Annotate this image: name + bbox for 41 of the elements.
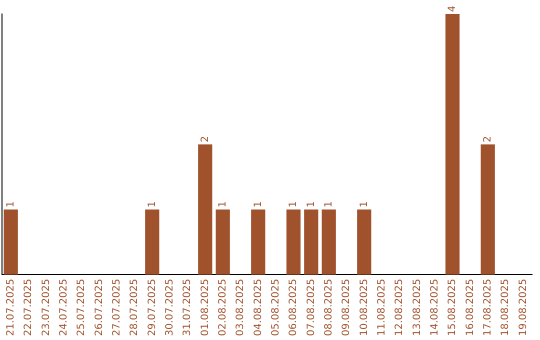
x-tick-label: 28.07.2025 [129, 278, 140, 336]
data-label: 1 [306, 201, 317, 208]
x-tick-label: 15.08.2025 [447, 278, 458, 336]
x-tick-label: 01.08.2025 [200, 278, 211, 336]
x-tick-label: 06.08.2025 [288, 278, 300, 336]
x-tick-label: 02.08.2025 [217, 278, 228, 336]
x-tick-label: 31.07.2025 [182, 278, 194, 336]
data-label: 2 [482, 136, 494, 142]
x-tick-label: 25.07.2025 [76, 278, 88, 336]
data-label: 1 [217, 201, 228, 208]
x-tick-label: 13.08.2025 [412, 278, 423, 336]
data-label: 4 [447, 6, 458, 12]
x-tick-label: 05.08.2025 [270, 278, 282, 336]
x-tick-label: 16.08.2025 [464, 278, 476, 336]
data-label: 1 [252, 201, 264, 208]
x-tick-label: 08.08.2025 [323, 278, 334, 336]
x-tick-label: 27.07.2025 [111, 278, 122, 336]
x-tick-label: 07.08.2025 [306, 278, 317, 336]
data-label: 1 [323, 201, 334, 208]
x-tick-label: 26.07.2025 [94, 278, 105, 336]
x-tick-label: 10.08.2025 [358, 278, 370, 336]
data-label: 1 [5, 201, 16, 208]
x-tick-label: 12.08.2025 [394, 278, 406, 336]
x-tick-label: 17.08.2025 [482, 278, 494, 336]
x-tick-label: 18.08.2025 [500, 278, 512, 336]
x-tick-label: 29.07.2025 [146, 278, 158, 336]
x-tick-label: 21.07.2025 [5, 278, 16, 336]
x-tick-label: 11.08.2025 [376, 278, 388, 336]
x-tick-label: 03.08.2025 [235, 278, 246, 336]
data-label: 1 [288, 201, 300, 208]
x-tick-label: 23.07.2025 [40, 278, 52, 336]
x-tick-label: 22.07.2025 [23, 278, 34, 336]
x-tick-label: 14.08.2025 [429, 278, 440, 336]
data-label: 1 [146, 201, 158, 208]
x-tick-label: 04.08.2025 [252, 278, 264, 336]
x-tick-label: 19.08.2025 [518, 278, 529, 336]
x-tick-label: 24.07.2025 [58, 278, 70, 336]
x-tick-label: 09.08.2025 [341, 278, 352, 336]
data-label: 2 [200, 136, 211, 142]
data-label: 1 [358, 201, 370, 208]
x-tick-label: 30.07.2025 [164, 278, 176, 336]
